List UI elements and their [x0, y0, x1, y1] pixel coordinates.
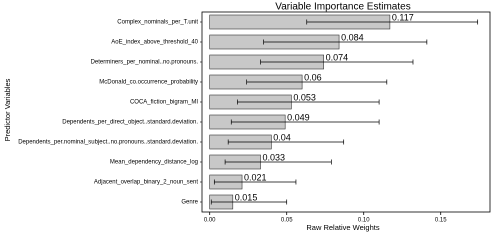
x-axis-label: Raw Relative Weights	[306, 223, 379, 232]
x-tick-label: 0.00	[204, 218, 216, 224]
value-label: 0.074	[326, 52, 349, 62]
x-tick-label: 0.15	[435, 218, 447, 224]
x-tick-label: 0.10	[358, 218, 370, 224]
y-tick-label: Adjacent_overlap_binary_2_noun_sent	[94, 180, 198, 186]
y-tick-label: COCA_fiction_bigram_MI	[130, 100, 198, 106]
y-tick-label: AoE_index_above_threshold_40	[111, 40, 198, 46]
chart-title: Variable Importance Estimates	[275, 2, 410, 13]
y-tick-label: Mean_dependency_distance_log	[110, 160, 198, 166]
value-label: 0.021	[244, 172, 267, 182]
value-label: 0.084	[341, 32, 364, 42]
value-label: 0.049	[287, 112, 310, 122]
value-label: 0.033	[263, 152, 286, 162]
y-tick-label: Genre	[181, 200, 198, 206]
y-tick-label: Determiners_per_nominal..no.pronouns.	[91, 60, 199, 66]
x-tick-label: 0.05	[281, 218, 293, 224]
value-label: 0.06	[304, 72, 322, 82]
plot-frame	[201, 11, 491, 213]
value-label: 0.04	[273, 132, 291, 142]
value-label: 0.117	[392, 12, 414, 22]
value-label: 0.015	[235, 192, 258, 202]
y-tick-label: Complex_nominals_per_T.unit	[117, 20, 198, 26]
y-tick-label: Dependents_per.nominal_subject..no.prono…	[18, 140, 198, 146]
y-axis-label: Predictor Variables	[3, 78, 12, 141]
y-tick-label: Dependents_per_direct_object..standard.d…	[62, 120, 198, 126]
y-tick-label: McDonald_co.occurrence_probability	[99, 80, 198, 86]
value-label: 0.053	[293, 92, 316, 102]
